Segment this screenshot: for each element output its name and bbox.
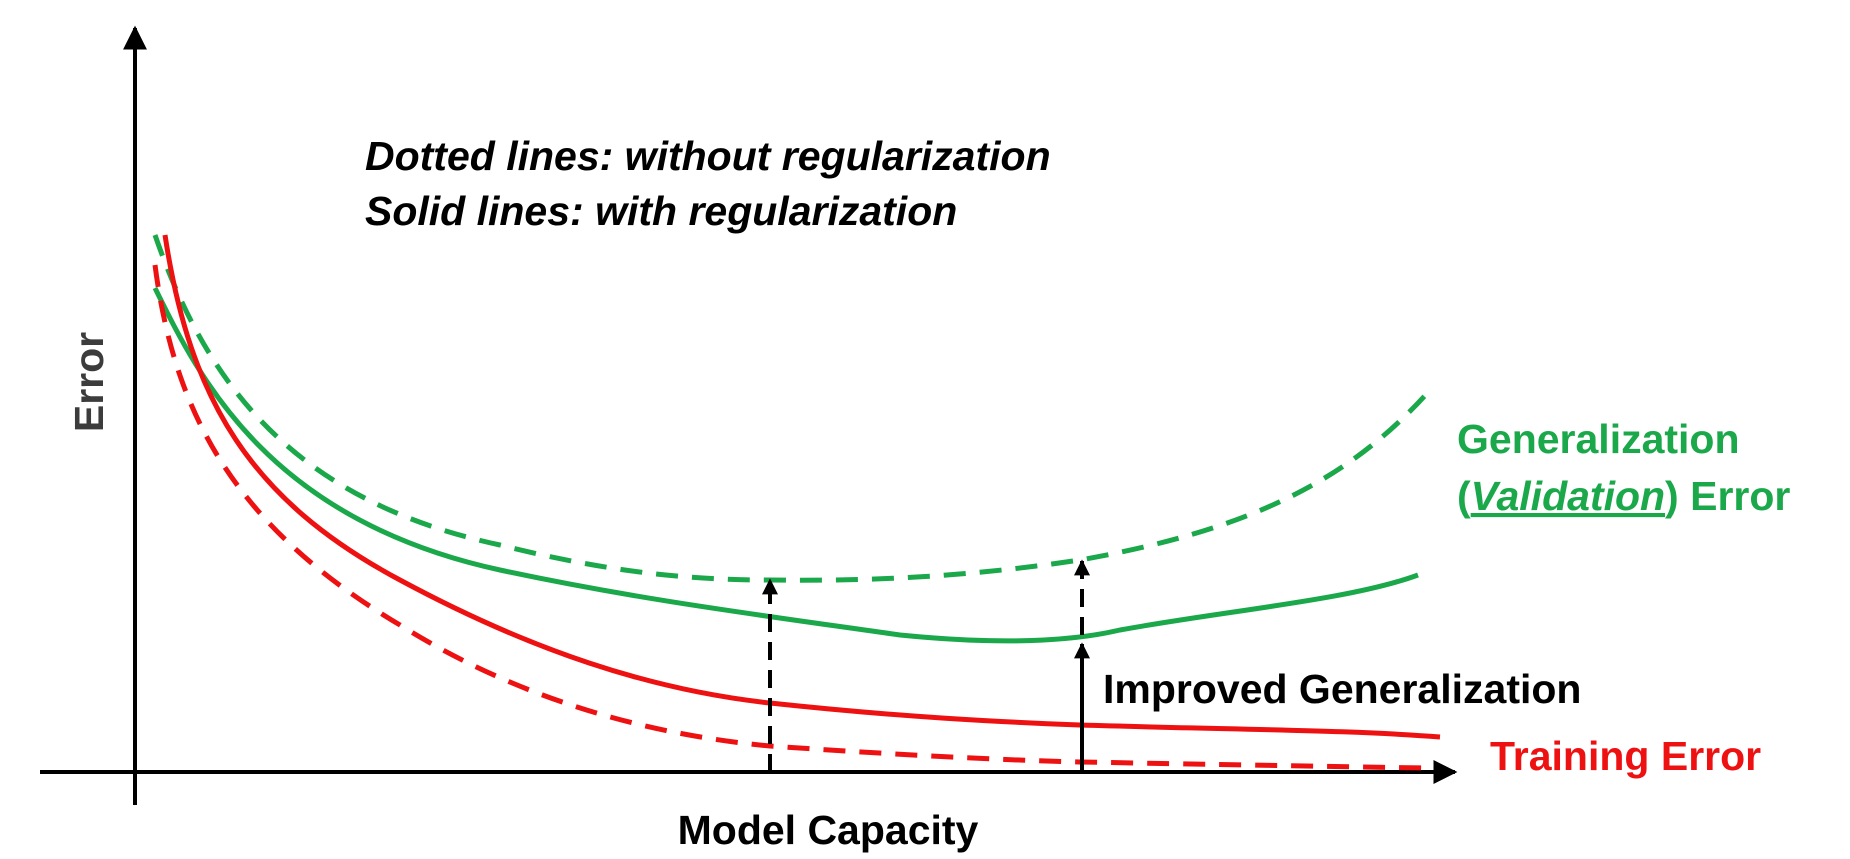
note-dotted-lines: Dotted lines: without regularization xyxy=(365,133,1051,179)
training-error-solid-curve xyxy=(162,234,1441,740)
improved-generalization-label: Improved Generalization xyxy=(1103,666,1581,712)
y-axis-title: Error xyxy=(66,332,112,432)
training-error-label: Training Error xyxy=(1490,733,1761,779)
validation-error-dotted-curve xyxy=(152,234,1432,583)
validation-error-solid-curve xyxy=(152,286,1419,644)
validation-word: Validation xyxy=(1471,473,1665,519)
training-error-dotted-curve xyxy=(152,264,1431,771)
generalization-error-label: Generalization xyxy=(1457,416,1740,462)
note-solid-lines: Solid lines: with regularization xyxy=(365,188,957,234)
x-axis-title: Model Capacity xyxy=(678,807,979,853)
validation-error-label: (Validation) Error xyxy=(1457,473,1790,519)
